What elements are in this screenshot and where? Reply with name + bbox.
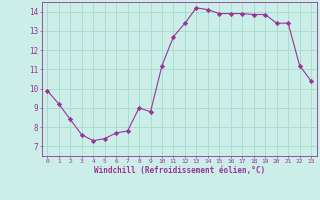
X-axis label: Windchill (Refroidissement éolien,°C): Windchill (Refroidissement éolien,°C) [94, 166, 265, 175]
